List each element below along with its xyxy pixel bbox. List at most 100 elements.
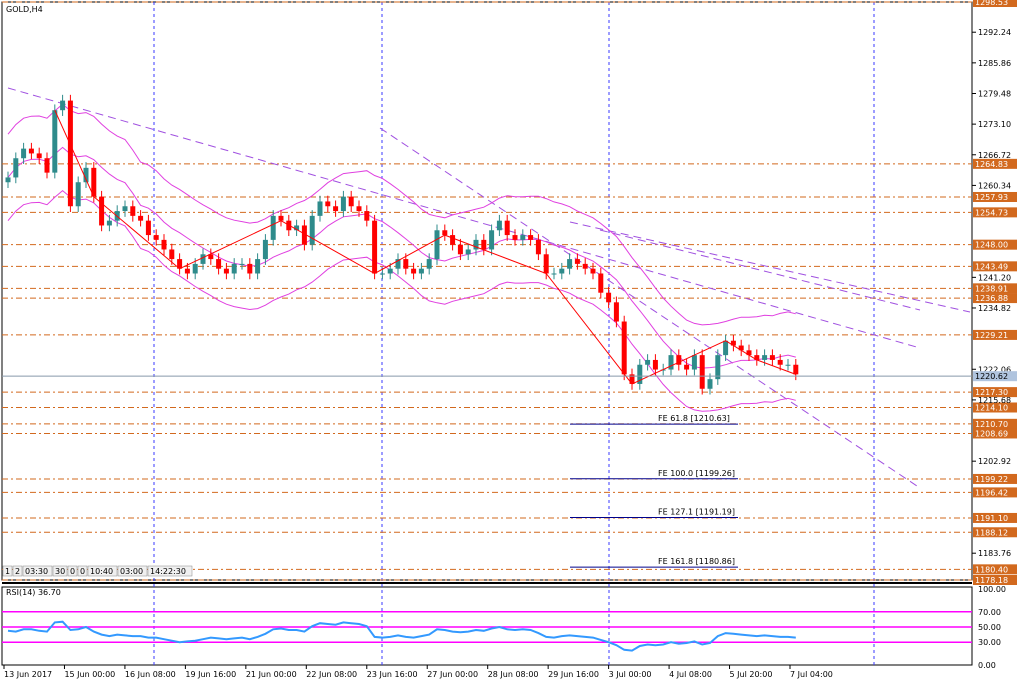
level-tag-0: 1298.53	[975, 0, 1008, 7]
level-tag-6: 1238.91	[975, 284, 1008, 293]
candle-body-78	[613, 302, 619, 322]
candle-body-46	[364, 211, 370, 221]
candle-body-32	[255, 259, 261, 274]
time-axis-label-9: 29 Jun 16:00	[548, 670, 599, 679]
level-tag-bg-2	[973, 191, 1017, 202]
candle-body-17	[138, 215, 144, 221]
level-tag-10: 1214.10	[975, 403, 1008, 412]
candle-body-55	[434, 230, 440, 260]
candle-body-44	[348, 196, 354, 207]
candle-body-48	[379, 273, 385, 275]
candle-body-8	[67, 100, 73, 207]
time-axis-label-2: 16 Jun 08:00	[125, 670, 176, 679]
candle-body-74	[582, 263, 588, 269]
price-axis-label-3: 1273.10	[978, 120, 1011, 129]
level-tag-4: 1248.00	[975, 241, 1008, 250]
level-tag-bg-15	[973, 512, 1017, 523]
candle-body-79	[621, 321, 627, 375]
candle-body-40	[317, 201, 323, 216]
candle-body-87	[684, 364, 690, 370]
candle-body-91	[715, 355, 721, 380]
candle-body-31	[247, 263, 253, 274]
candle-body-35	[278, 215, 284, 221]
level-tag-bg-9	[973, 387, 1017, 398]
candle-body-20	[161, 239, 167, 250]
toolbar-box-0	[2, 565, 13, 577]
fe-label-3: FE 161.8 [1180.86]	[658, 557, 735, 566]
candle-body-47	[372, 220, 378, 274]
level-tag-7: 1236.88	[975, 294, 1008, 303]
toolbar-item-6: 10:40	[90, 567, 113, 576]
candle-body-82	[645, 359, 651, 365]
level-tag-bg-12	[973, 428, 1017, 439]
toolbar-box-4	[67, 565, 78, 577]
candle-body-28	[223, 268, 229, 274]
candle-body-4	[36, 153, 42, 159]
candle-body-3	[28, 148, 34, 154]
candle-body-25	[200, 254, 206, 264]
rsi-label: RSI(14) 36.70	[6, 588, 61, 597]
candle-body-72	[567, 259, 573, 269]
level-tag-9: 1217.30	[975, 388, 1008, 397]
candle-body-0	[5, 177, 11, 183]
time-axis-label-4: 21 Jun 00:00	[246, 670, 297, 679]
candle-body-85	[668, 355, 674, 370]
candle-body-64	[504, 220, 510, 236]
candle-body-6	[52, 110, 58, 173]
candle-body-92	[723, 340, 729, 356]
candle-body-12	[99, 196, 105, 226]
candle-body-42	[333, 206, 339, 212]
level-tag-bg-16	[973, 527, 1017, 538]
rsi-panel-frame	[1, 586, 973, 666]
candle-body-75	[590, 268, 596, 274]
toolbar-box-1	[12, 565, 23, 577]
candle-body-16	[130, 206, 136, 216]
candle-body-96	[754, 355, 760, 360]
candle-body-88	[691, 355, 697, 370]
toolbar-item-4: 0	[70, 567, 75, 576]
price-axis-label-1: 1285.86	[978, 59, 1011, 68]
candle-body-81	[637, 364, 643, 384]
candle-body-68	[535, 239, 541, 255]
candle-body-59	[465, 249, 471, 255]
price-axis-label-7: 1234.82	[978, 304, 1011, 313]
candle-body-99	[777, 359, 783, 365]
candle-body-50	[395, 259, 401, 269]
level-tag-bg-4	[973, 239, 1017, 250]
rsi-axis-label-2: 50.00	[978, 623, 1001, 632]
candle-body-52	[411, 268, 417, 274]
candle-body-70	[551, 273, 557, 275]
toolbar-item-2: 03:30	[25, 567, 48, 576]
toolbar-box-2	[22, 565, 53, 577]
level-tag-bg-5	[973, 261, 1017, 272]
channel-line-0	[7, 87, 921, 349]
candle-body-101	[793, 364, 799, 375]
candle-body-24	[192, 263, 198, 274]
candle-body-58	[457, 244, 463, 255]
toolbar-item-8: 14:22:30	[150, 567, 186, 576]
fe-label-2: FE 127.1 [1191.19]	[658, 508, 735, 517]
candle-body-90	[707, 379, 713, 389]
candle-body-95	[746, 350, 752, 356]
toolbar-item-5: 0	[80, 567, 85, 576]
candle-body-2	[21, 148, 27, 159]
candle-body-21	[169, 249, 175, 260]
time-axis-label-1: 15 Jun 00:00	[64, 670, 115, 679]
candle-body-56	[442, 230, 448, 236]
candle-body-53	[418, 268, 424, 274]
band-middle	[7, 146, 796, 369]
candle-body-33	[262, 239, 268, 260]
level-tag-bg-6	[973, 283, 1017, 294]
candle-body-62	[489, 230, 495, 250]
level-tag-bg-7	[973, 293, 1017, 304]
candle-body-66	[520, 235, 526, 240]
price-axis-label-4: 1266.72	[978, 151, 1011, 160]
price-axis-label-10: 1202.92	[978, 457, 1011, 466]
toolbar-item-7: 03:00	[120, 567, 143, 576]
candle-body-83	[652, 359, 658, 370]
level-tag-bg-18	[973, 575, 1017, 585]
candle-body-13	[106, 220, 112, 226]
price-axis-label-9: 1215.68	[978, 396, 1011, 405]
level-tag-bg-13	[973, 473, 1017, 484]
